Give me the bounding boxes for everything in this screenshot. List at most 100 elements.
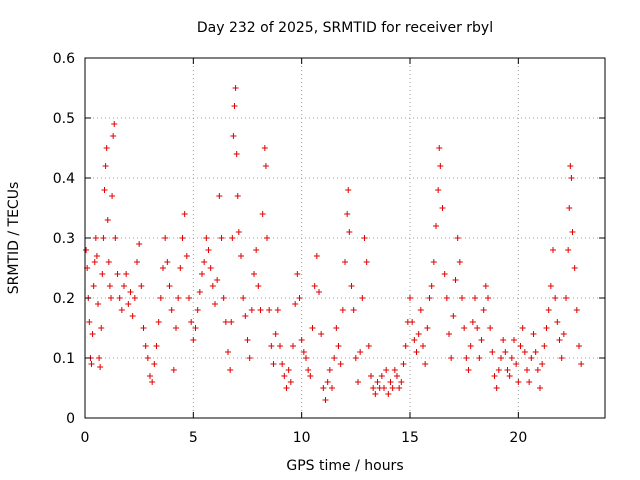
data-point: [183, 253, 190, 259]
data-point: [383, 367, 390, 373]
data-point: [205, 247, 212, 253]
data-point: [238, 253, 244, 259]
data-point: [111, 121, 118, 127]
data-point: [240, 295, 247, 301]
data-point: [506, 373, 513, 379]
data-point: [99, 271, 106, 277]
data-point: [136, 241, 143, 247]
data-point: [262, 163, 269, 169]
data-point: [222, 319, 229, 325]
data-point: [400, 361, 407, 367]
y-axis-label: SRMTID / TECUs: [6, 182, 22, 295]
data-point: [515, 379, 522, 385]
data-point: [541, 343, 548, 349]
data-point: [513, 361, 520, 367]
data-point: [112, 235, 119, 241]
data-point: [385, 391, 392, 397]
data-point: [359, 295, 366, 301]
data-point: [491, 373, 498, 379]
data-point: [140, 325, 147, 331]
data-point: [428, 283, 435, 289]
data-point: [534, 367, 541, 373]
data-point: [266, 307, 273, 313]
data-point: [253, 247, 260, 253]
data-point: [316, 289, 322, 295]
data-point: [333, 325, 340, 331]
data-point: [576, 343, 582, 349]
data-point: [485, 295, 491, 301]
data-point: [396, 385, 403, 391]
data-point: [511, 337, 517, 343]
data-point: [232, 85, 239, 91]
data-point: [103, 145, 110, 151]
data-point: [279, 361, 286, 367]
data-point: [569, 229, 576, 235]
x-axis-label: GPS time / hours: [286, 458, 403, 474]
data-point: [550, 247, 556, 253]
data-point: [573, 307, 580, 313]
data-point: [83, 247, 90, 253]
data-point: [519, 325, 526, 331]
data-point: [125, 301, 132, 307]
data-point: [108, 295, 114, 301]
data-point: [504, 367, 511, 373]
data-point: [326, 367, 333, 373]
data-point: [320, 385, 327, 391]
data-point: [443, 295, 450, 301]
data-point: [220, 295, 227, 301]
x-tick-label: 20: [509, 430, 527, 446]
data-point: [402, 343, 409, 349]
data-point: [394, 373, 400, 379]
x-tick-label: 5: [189, 430, 198, 446]
data-point: [201, 259, 208, 265]
data-point: [192, 325, 199, 331]
data-point: [571, 265, 578, 271]
data-point: [436, 145, 443, 151]
data-point: [285, 367, 292, 373]
data-point: [179, 235, 186, 241]
data-point: [264, 235, 270, 241]
data-point: [129, 313, 136, 319]
data-point: [86, 319, 93, 325]
data-point: [234, 193, 241, 199]
data-point: [329, 385, 335, 391]
data-point: [433, 223, 439, 229]
data-point: [454, 235, 461, 241]
data-point: [272, 331, 279, 337]
data-point: [552, 295, 559, 301]
data-point: [472, 295, 478, 301]
chart-title: Day 232 of 2025, SRMTID for receiver rby…: [197, 20, 493, 36]
data-point: [345, 187, 352, 193]
data-point: [164, 259, 171, 265]
data-point: [274, 307, 281, 313]
data-point: [207, 265, 214, 271]
data-point: [88, 361, 95, 367]
data-point: [110, 133, 117, 139]
data-point: [259, 211, 266, 217]
data-point: [426, 295, 433, 301]
data-point: [435, 187, 442, 193]
data-point: [450, 313, 457, 319]
data-point: [311, 283, 318, 289]
data-point: [524, 367, 530, 373]
data-point: [127, 289, 134, 295]
data-point: [446, 331, 452, 337]
data-point: [233, 151, 240, 157]
data-point: [324, 379, 331, 385]
data-point: [142, 343, 149, 349]
x-tick-label: 10: [293, 430, 311, 446]
data-point: [287, 379, 294, 385]
data-point: [381, 385, 387, 391]
data-point: [439, 205, 446, 211]
data-point: [563, 295, 569, 301]
data-point: [294, 271, 301, 277]
data-point: [190, 337, 197, 343]
data-point: [430, 259, 437, 265]
data-point: [465, 367, 472, 373]
y-tick-label: 0.1: [53, 351, 75, 367]
data-point: [218, 235, 225, 241]
data-point: [452, 277, 459, 283]
data-point: [105, 259, 112, 265]
data-point: [229, 235, 236, 241]
data-point: [368, 373, 374, 379]
